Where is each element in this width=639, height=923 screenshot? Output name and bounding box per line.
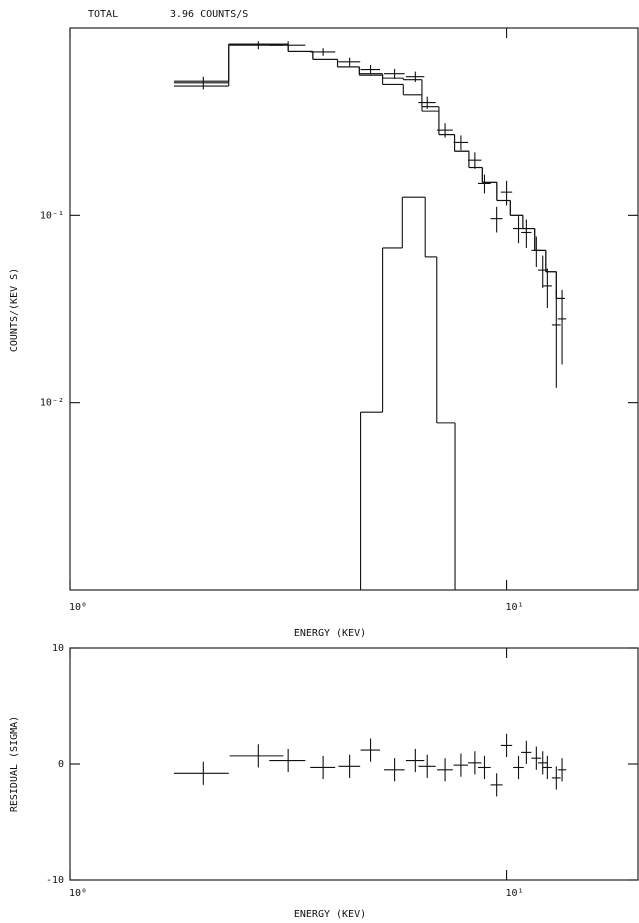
x-axis-label: ENERGY (KEV) — [294, 628, 366, 639]
x-tick-label: 10¹ — [506, 888, 524, 899]
plot-frame — [69, 647, 639, 881]
y-tick-label: -10 — [46, 875, 64, 886]
x-tick-label: 10¹ — [506, 602, 524, 613]
x-tick-label: 10⁰ — [69, 888, 87, 899]
chart-title: TOTAL — [88, 9, 118, 20]
x-tick-label: 10⁰ — [69, 602, 87, 613]
plot-frame — [69, 27, 639, 591]
y-tick-label: 10⁻² — [40, 398, 64, 409]
x-axis-label: ENERGY (KEV) — [294, 909, 366, 920]
y-axis-label: RESIDUAL (SIGMA) — [9, 716, 20, 812]
y-tick-label: 10 — [52, 643, 64, 654]
y-axis-label: COUNTS/(KEV S) — [9, 268, 20, 352]
y-tick-label: 10⁻¹ — [40, 210, 64, 221]
y-tick-label: 0 — [58, 759, 64, 770]
chart-subtitle: 3.96 COUNTS/S — [170, 9, 248, 20]
